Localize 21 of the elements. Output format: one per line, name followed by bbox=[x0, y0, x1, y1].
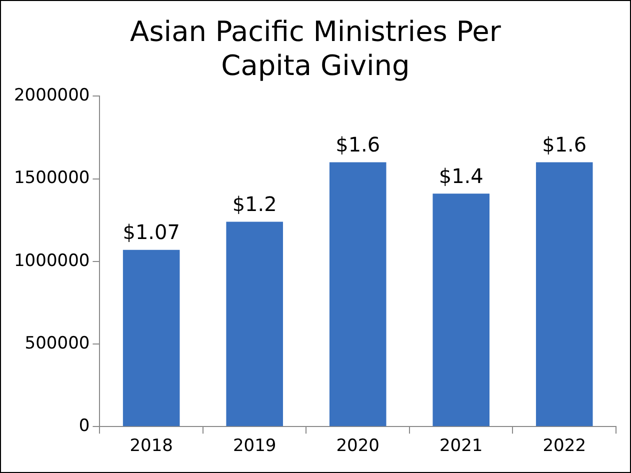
y-tick-label: 1500000 bbox=[14, 168, 90, 188]
x-tick-label: 2020 bbox=[336, 436, 380, 456]
bar bbox=[432, 194, 490, 426]
x-tick-label: 2018 bbox=[130, 436, 173, 456]
x-tick-label: 2019 bbox=[232, 436, 276, 456]
annotation: $1.6 bbox=[336, 132, 380, 156]
y-tick-label: 500000 bbox=[24, 333, 90, 354]
bar bbox=[536, 162, 593, 426]
y-tick-label: 0 bbox=[78, 416, 90, 436]
annotation: $1.4 bbox=[438, 164, 484, 188]
annotation: $1.2 bbox=[232, 192, 277, 216]
bar bbox=[329, 162, 386, 426]
annotation: $1.07 bbox=[122, 220, 180, 244]
y-tick-label: 2000000 bbox=[14, 86, 90, 106]
bar bbox=[122, 250, 180, 426]
y-tick-label: 1000000 bbox=[14, 250, 90, 271]
annotation: $1.6 bbox=[542, 132, 587, 156]
chart-title: Asian Pacific Ministries Per Capita Giving bbox=[129, 14, 502, 83]
x-tick-label: 2021 bbox=[439, 436, 483, 456]
x-tick-label: 2022 bbox=[542, 436, 586, 456]
bar bbox=[226, 222, 283, 426]
